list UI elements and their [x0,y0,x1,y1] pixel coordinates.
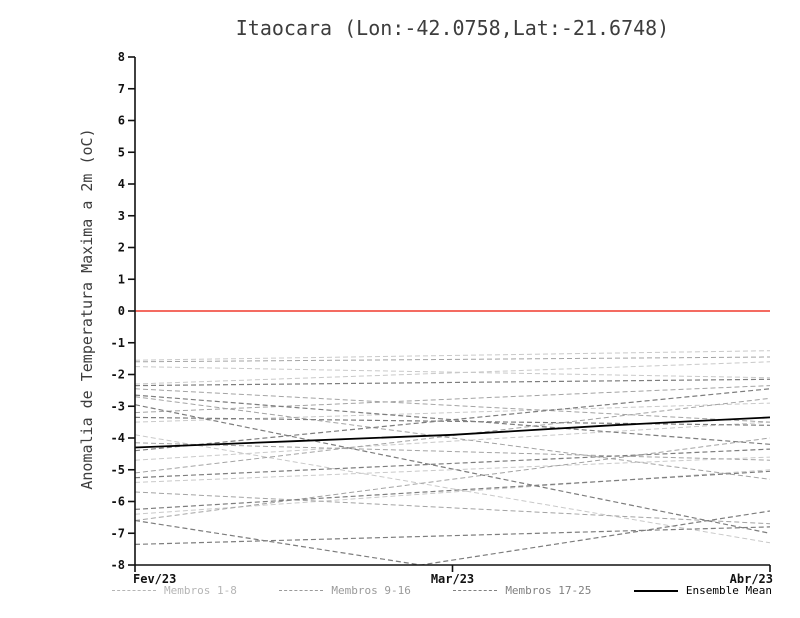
member-line [135,437,770,521]
legend-label: Ensemble Mean [685,584,772,597]
member-line [135,470,770,510]
x-tick-label: Fev/23 [133,572,176,586]
legend-label: Membros 9-16 [331,584,411,597]
member-line [135,510,770,565]
y-tick-label: -6 [111,495,125,509]
y-tick-label: 7 [118,82,125,96]
member-line [135,404,770,534]
member-line [135,350,770,361]
member-line [135,361,770,385]
y-tick-label: 2 [118,241,125,255]
y-tick-label: 1 [118,272,125,286]
member-line [135,378,770,387]
legend-item-membros-1-8: Membros 1-8 [112,584,237,597]
y-tick-label: 3 [118,209,125,223]
y-tick-label: -4 [111,431,125,445]
y-tick-label: -5 [111,463,125,477]
member-line [135,396,770,480]
x-tick-label: Abr/23 [730,572,773,586]
member-line [135,388,770,452]
dashed-line-swatch [279,590,324,591]
member-line [135,421,770,461]
y-tick-label: -1 [111,336,125,350]
member-line [135,491,770,525]
legend-label: Membros 17-25 [505,584,592,597]
member-line [135,416,770,426]
y-tick-label: 8 [118,50,125,64]
member-line [135,526,770,545]
member-line [135,448,770,479]
member-line [135,402,770,423]
member-line [135,434,770,544]
y-tick-label: 4 [118,177,125,191]
member-line [135,388,770,423]
member-line [135,397,770,474]
y-tick-label: -7 [111,526,125,540]
y-tick-label: -2 [111,368,125,382]
legend-label: Membros 1-8 [164,584,237,597]
legend-item-membros-17-25: Membros 17-25 [453,584,591,597]
chart-title: Itaocara (Lon:-42.0758,Lat:-21.6748) [235,16,670,40]
y-tick-label: 0 [118,304,125,318]
member-line [135,366,770,379]
legend: Membros 1-8 Membros 9-16 Membros 17-25 Ense… [112,584,772,597]
member-line [135,456,770,483]
y-tick-label: 5 [118,145,125,159]
dashed-line-swatch [453,590,498,591]
y-tick-label: -8 [111,558,125,572]
ensemble-mean-line [135,416,770,449]
member-line [135,356,770,363]
member-line [135,394,770,445]
y-tick-label: -3 [111,399,125,413]
legend-item-membros-9-16: Membros 9-16 [279,584,411,597]
y-tick-label: 6 [118,114,125,128]
member-line [135,385,770,414]
dashed-line-swatch [112,590,156,591]
member-line [135,442,770,461]
legend-item-ensemble-mean: Ensemble Mean [633,584,772,597]
solid-line-swatch [633,589,678,592]
x-tick-label: Mar/23 [431,572,474,586]
